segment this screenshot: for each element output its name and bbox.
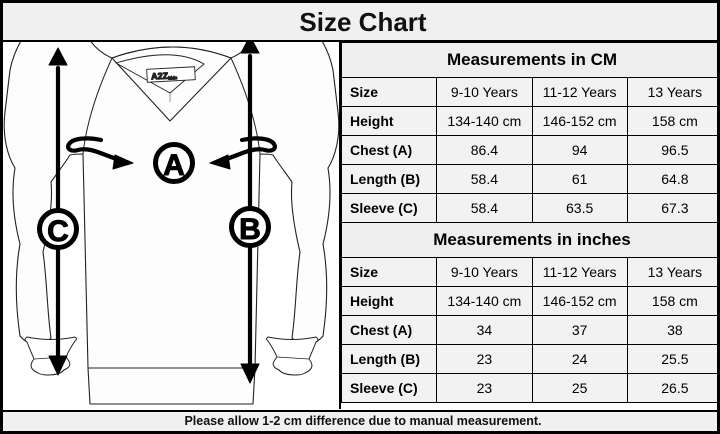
svg-text:B: B xyxy=(239,213,261,246)
svg-text:C: C xyxy=(47,215,69,248)
svg-text:A: A xyxy=(163,149,185,182)
